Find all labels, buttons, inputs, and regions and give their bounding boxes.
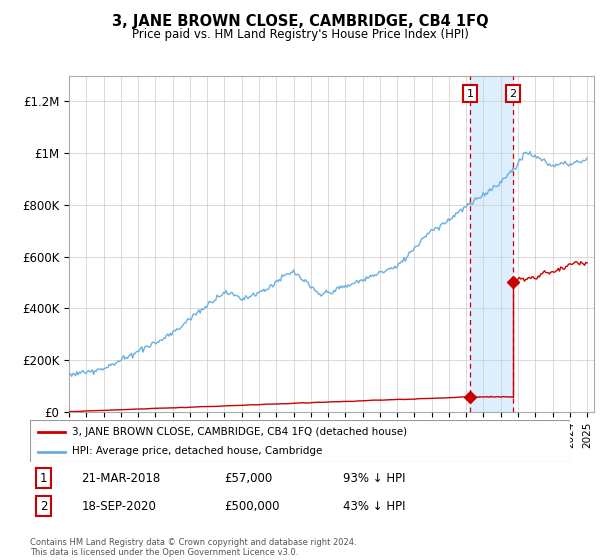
Text: HPI: Average price, detached house, Cambridge: HPI: Average price, detached house, Camb… xyxy=(72,446,322,456)
Text: 93% ↓ HPI: 93% ↓ HPI xyxy=(343,472,406,484)
Text: 1: 1 xyxy=(40,472,47,484)
Text: 3, JANE BROWN CLOSE, CAMBRIDGE, CB4 1FQ (detached house): 3, JANE BROWN CLOSE, CAMBRIDGE, CB4 1FQ … xyxy=(72,427,407,437)
Text: 21-MAR-2018: 21-MAR-2018 xyxy=(82,472,161,484)
Text: Contains HM Land Registry data © Crown copyright and database right 2024.
This d: Contains HM Land Registry data © Crown c… xyxy=(30,538,356,557)
Text: Price paid vs. HM Land Registry's House Price Index (HPI): Price paid vs. HM Land Registry's House … xyxy=(131,28,469,41)
Text: 43% ↓ HPI: 43% ↓ HPI xyxy=(343,500,406,513)
Bar xyxy=(470,76,513,412)
Text: 3, JANE BROWN CLOSE, CAMBRIDGE, CB4 1FQ: 3, JANE BROWN CLOSE, CAMBRIDGE, CB4 1FQ xyxy=(112,14,488,29)
Text: 2: 2 xyxy=(509,88,517,99)
Text: 18-SEP-2020: 18-SEP-2020 xyxy=(82,500,156,513)
Text: 1: 1 xyxy=(467,88,473,99)
Text: £500,000: £500,000 xyxy=(224,500,280,513)
Text: £57,000: £57,000 xyxy=(224,472,272,484)
FancyBboxPatch shape xyxy=(30,420,570,462)
Text: 2: 2 xyxy=(40,500,47,513)
